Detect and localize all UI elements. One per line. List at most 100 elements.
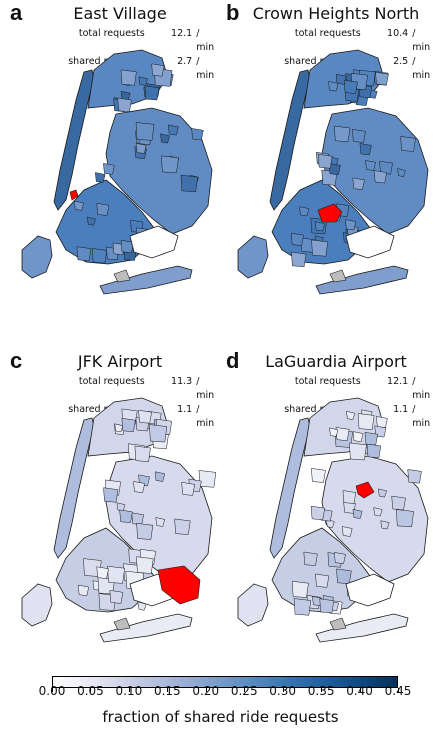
jamaica-bay-water xyxy=(345,573,395,607)
no-data-zone xyxy=(329,269,347,283)
jamaica-bay-water xyxy=(129,225,179,259)
taxi-zone xyxy=(119,509,133,523)
colorbar-title: fraction of shared ride requests xyxy=(102,708,339,726)
taxi-zone xyxy=(138,76,148,86)
origin-zone-highlight xyxy=(157,565,201,605)
colorbar-tick-label: 0.15 xyxy=(153,684,181,698)
taxi-zone xyxy=(114,423,124,433)
colorbar-tick-label: 0.20 xyxy=(192,684,220,698)
map-panel-d: d LaGuardia Airport total requests 12.1/ mi… xyxy=(226,348,441,693)
taxi-zone xyxy=(352,431,364,442)
nyc-zone-map xyxy=(21,49,213,295)
colorbar-tick xyxy=(90,688,92,692)
borough-staten-island xyxy=(21,235,53,279)
colorbar-tick-label: 0.30 xyxy=(269,684,297,698)
colorbar-track xyxy=(52,676,399,692)
taxi-zone xyxy=(91,248,108,264)
panel-title: LaGuardia Airport xyxy=(265,352,407,371)
stat-row: total requests 12.1/ min xyxy=(266,375,436,403)
borough-rockaway xyxy=(99,265,193,295)
borough-staten-island xyxy=(237,583,269,627)
taxi-zone xyxy=(373,507,383,517)
no-data-zone xyxy=(329,617,347,631)
stat-value: 12.1 xyxy=(387,376,409,387)
taxi-zone xyxy=(117,97,132,113)
taxi-zone xyxy=(315,573,330,588)
panel-letter: b xyxy=(226,0,240,25)
taxi-zone xyxy=(373,170,387,184)
nyc-zone-map xyxy=(21,397,217,643)
stat-value: 1.1 xyxy=(393,404,409,415)
zone-cells xyxy=(77,408,217,611)
colorbar-tick-label: 0.25 xyxy=(230,684,258,698)
taxi-zone xyxy=(328,163,341,176)
taxi-zone xyxy=(138,409,152,424)
taxi-zone xyxy=(359,143,372,156)
stat-row: total requests 12.1/ min xyxy=(50,27,220,55)
panel-title: JFK Airport xyxy=(77,352,163,371)
taxi-zone xyxy=(293,598,312,616)
taxi-zone xyxy=(352,508,363,519)
panel-letter: d xyxy=(226,348,240,373)
stat-unit: / min xyxy=(412,404,431,429)
stat-label: total requests xyxy=(78,28,145,39)
taxi-zone xyxy=(76,246,92,262)
no-data-zone xyxy=(113,269,131,283)
taxi-zone xyxy=(135,143,147,154)
taxi-zone xyxy=(174,518,191,535)
taxi-zone xyxy=(380,520,390,530)
taxi-zone xyxy=(364,431,379,446)
origin-zone-highlight xyxy=(69,189,79,201)
taxi-zone xyxy=(343,79,358,94)
taxi-zone xyxy=(326,519,335,528)
taxi-zone xyxy=(94,172,106,183)
colorbar-tick xyxy=(167,688,169,692)
taxi-zone xyxy=(291,580,309,598)
taxi-zone xyxy=(336,568,352,585)
taxi-zone xyxy=(107,565,125,584)
stat-label: total requests xyxy=(294,376,361,387)
taxi-zone xyxy=(181,482,195,496)
taxi-zone xyxy=(120,239,134,254)
stat-unit: / min xyxy=(196,376,215,401)
stat-value: 11.3 xyxy=(171,376,193,387)
stat-value: 2.5 xyxy=(393,56,409,67)
colorbar-tick xyxy=(244,688,246,692)
stat-value: 1.1 xyxy=(177,404,193,415)
taxi-zone xyxy=(366,443,382,459)
colorbar-tick xyxy=(205,688,207,692)
taxi-zone xyxy=(198,470,217,488)
borough-rockaway xyxy=(99,613,193,643)
jamaica-bay-water xyxy=(345,225,395,259)
colorbar-gradient xyxy=(52,676,398,688)
stat-unit: / min xyxy=(196,28,215,53)
taxi-zone xyxy=(311,239,329,257)
taxi-zone xyxy=(149,424,168,443)
taxi-zone xyxy=(133,481,145,493)
stat-unit: / min xyxy=(412,376,431,401)
stat-row: total requests 11.3/ min xyxy=(50,375,220,403)
stat-label: total requests xyxy=(78,376,145,387)
nyc-zone-map xyxy=(237,49,429,295)
borough-rockaway xyxy=(315,265,409,295)
stat-value: 2.7 xyxy=(177,56,193,67)
taxi-zone xyxy=(312,596,323,607)
panel-title: Crown Heights North xyxy=(252,4,420,23)
taxi-zone xyxy=(144,85,160,101)
colorbar-tick-label: 0.00 xyxy=(38,684,66,698)
taxi-zone xyxy=(151,63,165,77)
taxi-zone xyxy=(131,512,144,525)
stat-unit: / min xyxy=(196,56,215,81)
stat-row: total requests 10.4/ min xyxy=(266,27,436,55)
taxi-zone xyxy=(335,427,350,441)
stat-value: 12.1 xyxy=(171,28,193,39)
taxi-zone xyxy=(352,177,365,190)
stat-label: total requests xyxy=(294,28,361,39)
taxi-zone xyxy=(397,168,406,177)
panel-title: East Village xyxy=(73,4,167,23)
taxi-zone xyxy=(154,471,166,482)
taxi-zone xyxy=(342,490,357,504)
taxi-zone xyxy=(311,468,326,483)
taxi-zone xyxy=(375,71,389,86)
colorbar-tick xyxy=(52,688,53,692)
